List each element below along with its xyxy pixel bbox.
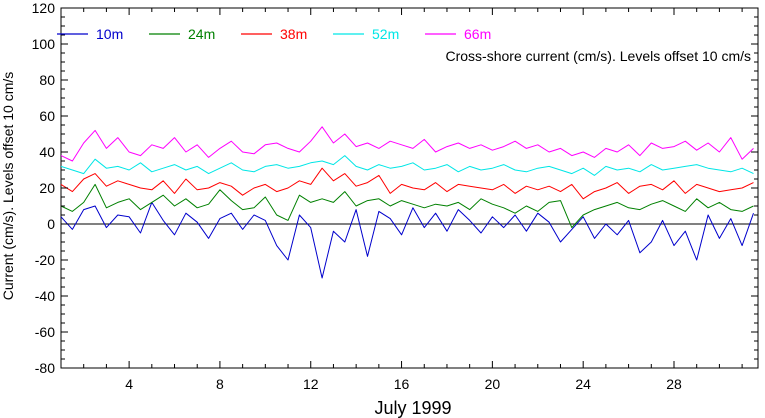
series-layer [60,126,754,279]
x-tick-label: 28 [666,376,682,392]
legend: 10m 24m 38m 52m 66m [57,26,491,42]
axes-layer: -80 -60 -40 -20 0 20 40 60 80 100 120 4 8 12 16 20 24 28 [32,0,758,392]
series-line-24m [60,183,754,229]
y-tick-label: 80 [39,72,55,88]
y-tick-label: -60 [35,324,55,340]
y-tick-label: 20 [39,180,55,196]
x-axis-label: July 1999 [374,398,451,418]
y-tick-label: 0 [47,216,55,232]
y-tick-label: 60 [39,108,55,124]
y-tick-label: 100 [32,36,56,52]
x-tick-label: 8 [216,376,224,392]
y-tick-label: 120 [32,0,56,16]
y-axis-label: Current (cm/s). Levels offset 10 cm/s [0,72,16,300]
legend-label-10m: 10m [96,26,123,42]
x-tick-label: 16 [394,376,410,392]
y-tick-label: -80 [35,360,55,376]
series-line-10m [60,201,754,279]
legend-label-24m: 24m [188,26,215,42]
y-tick-label: -20 [35,252,55,268]
series-line-52m [60,155,754,176]
legend-label-66m: 66m [464,26,491,42]
series-line-38m [60,167,754,200]
chart-annotation: Cross-shore current (cm/s). Levels offse… [446,48,752,64]
x-tick-label: 4 [125,376,133,392]
x-tick-label: 12 [303,376,319,392]
y-tick-label: -40 [35,288,55,304]
series-line-66m [60,126,754,162]
y-tick-label: 40 [39,144,55,160]
legend-label-52m: 52m [372,26,399,42]
x-tick-label: 24 [575,376,591,392]
x-tick-label: 20 [485,376,501,392]
legend-label-38m: 38m [280,26,307,42]
